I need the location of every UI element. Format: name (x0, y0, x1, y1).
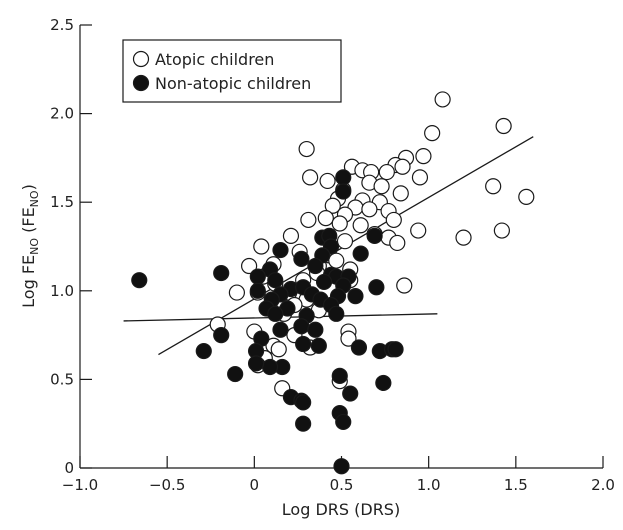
atopic-point (518, 188, 535, 205)
non-atopic-point (328, 305, 345, 322)
atopic-point (411, 169, 429, 186)
non-atopic-point (195, 342, 212, 360)
atopic-point (455, 229, 472, 246)
x-tick-label: 2.0 (591, 476, 615, 494)
atopic-point (495, 117, 512, 135)
non-atopic-point (333, 458, 350, 475)
y-tick-label: 1.5 (50, 193, 74, 211)
non-atopic-point (293, 318, 310, 335)
atopic-point (241, 257, 258, 275)
x-tick-label: 1.5 (504, 476, 528, 494)
non-atopic-point (213, 327, 230, 344)
y-tick-label: 0 (64, 459, 74, 477)
non-atopic-point (375, 374, 392, 392)
y-tick-label: 2.5 (50, 16, 74, 34)
non-atopic-point (331, 367, 348, 384)
non-atopic-point (368, 279, 385, 296)
x-tick-label: −0.5 (149, 476, 185, 494)
atopic-point (389, 234, 406, 252)
legend-marker-non-atopic (132, 74, 150, 92)
y-tick-label: 2.0 (50, 105, 74, 123)
x-tick-label: −1.0 (62, 476, 98, 494)
atopic-point (270, 341, 287, 358)
non-atopic-point (307, 257, 324, 275)
atopic-point (317, 210, 334, 227)
non-atopic-point (267, 272, 284, 289)
non-atopic-point (310, 337, 327, 354)
atopic-point (373, 178, 390, 195)
atopic-point (253, 238, 270, 255)
atopic-point (361, 201, 378, 218)
atopic-point (415, 148, 432, 165)
non-atopic-point (227, 365, 244, 383)
non-atopic-point (261, 358, 279, 376)
non-atopic-point (272, 321, 289, 338)
atopic-point (485, 178, 502, 195)
non-atopic-point (267, 305, 284, 322)
x-tick-label: 1.0 (417, 476, 441, 494)
atopic-point (493, 222, 510, 239)
non-atopic-point (249, 268, 266, 285)
non-atopic-point (335, 413, 352, 431)
non-atopic-point (335, 183, 352, 200)
non-atopic-point (307, 321, 324, 338)
non-atopic-point (272, 241, 289, 259)
non-atopic-point (247, 355, 265, 372)
data-points (131, 91, 535, 475)
non-atopic-point (295, 394, 312, 411)
atopic-point (228, 284, 245, 301)
atopic-point (324, 197, 341, 214)
legend-box (122, 39, 342, 103)
atopic-point (410, 222, 427, 239)
non-atopic-point (315, 273, 333, 291)
non-atopic-point (249, 282, 266, 299)
non-atopic-point (350, 339, 368, 356)
atopic-point (336, 233, 354, 250)
atopic-point (424, 124, 441, 142)
non-atopic-point (295, 415, 312, 432)
non-atopic-point (342, 385, 359, 402)
atopic-point (396, 277, 413, 294)
atopic-point (331, 215, 348, 232)
y-axis-title: Log FENO (FENO) (19, 184, 41, 308)
atopic-point (394, 158, 411, 175)
atopic-point (300, 211, 317, 229)
ticks: −1.0 −0.5 0 0.5 1.0 1.5 2.0 0 0.5 1.0 1.5 2.0 2.5 (50, 16, 615, 494)
x-axis-title: Log DRS (DRS) (282, 500, 400, 519)
atopic-point (392, 185, 409, 202)
atopic-point (319, 172, 336, 190)
atopic-point (385, 211, 402, 229)
legend-label-non-atopic: Non-atopic children (155, 74, 311, 93)
non-atopic-point (352, 245, 369, 262)
non-atopic-point (347, 288, 364, 305)
non-atopic-point (213, 264, 230, 282)
atopic-point (298, 140, 315, 158)
non-atopic-point (366, 227, 383, 244)
atopic-point (434, 91, 451, 108)
y-tick-label: 1.0 (50, 282, 74, 300)
x-tick-label: 0 (250, 476, 260, 494)
atopic-point (302, 169, 319, 186)
non-atopic-point (295, 335, 312, 353)
non-atopic-point (387, 341, 404, 358)
y-tick-label: 0.5 (50, 370, 74, 388)
atopic-point (340, 330, 357, 347)
x-tick-label: 0.5 (330, 476, 354, 494)
legend-label-atopic: Atopic children (155, 50, 274, 69)
atopic-point (282, 227, 300, 244)
legend: Atopic children Non-atopic children (122, 39, 342, 103)
non-atopic-point (293, 250, 310, 268)
non-atopic-point (335, 169, 352, 186)
atopic-point (328, 252, 345, 269)
atopic-point (352, 217, 369, 234)
legend-marker-atopic (132, 50, 150, 68)
non-atopic-point (131, 272, 148, 289)
atopic-point (378, 163, 395, 181)
